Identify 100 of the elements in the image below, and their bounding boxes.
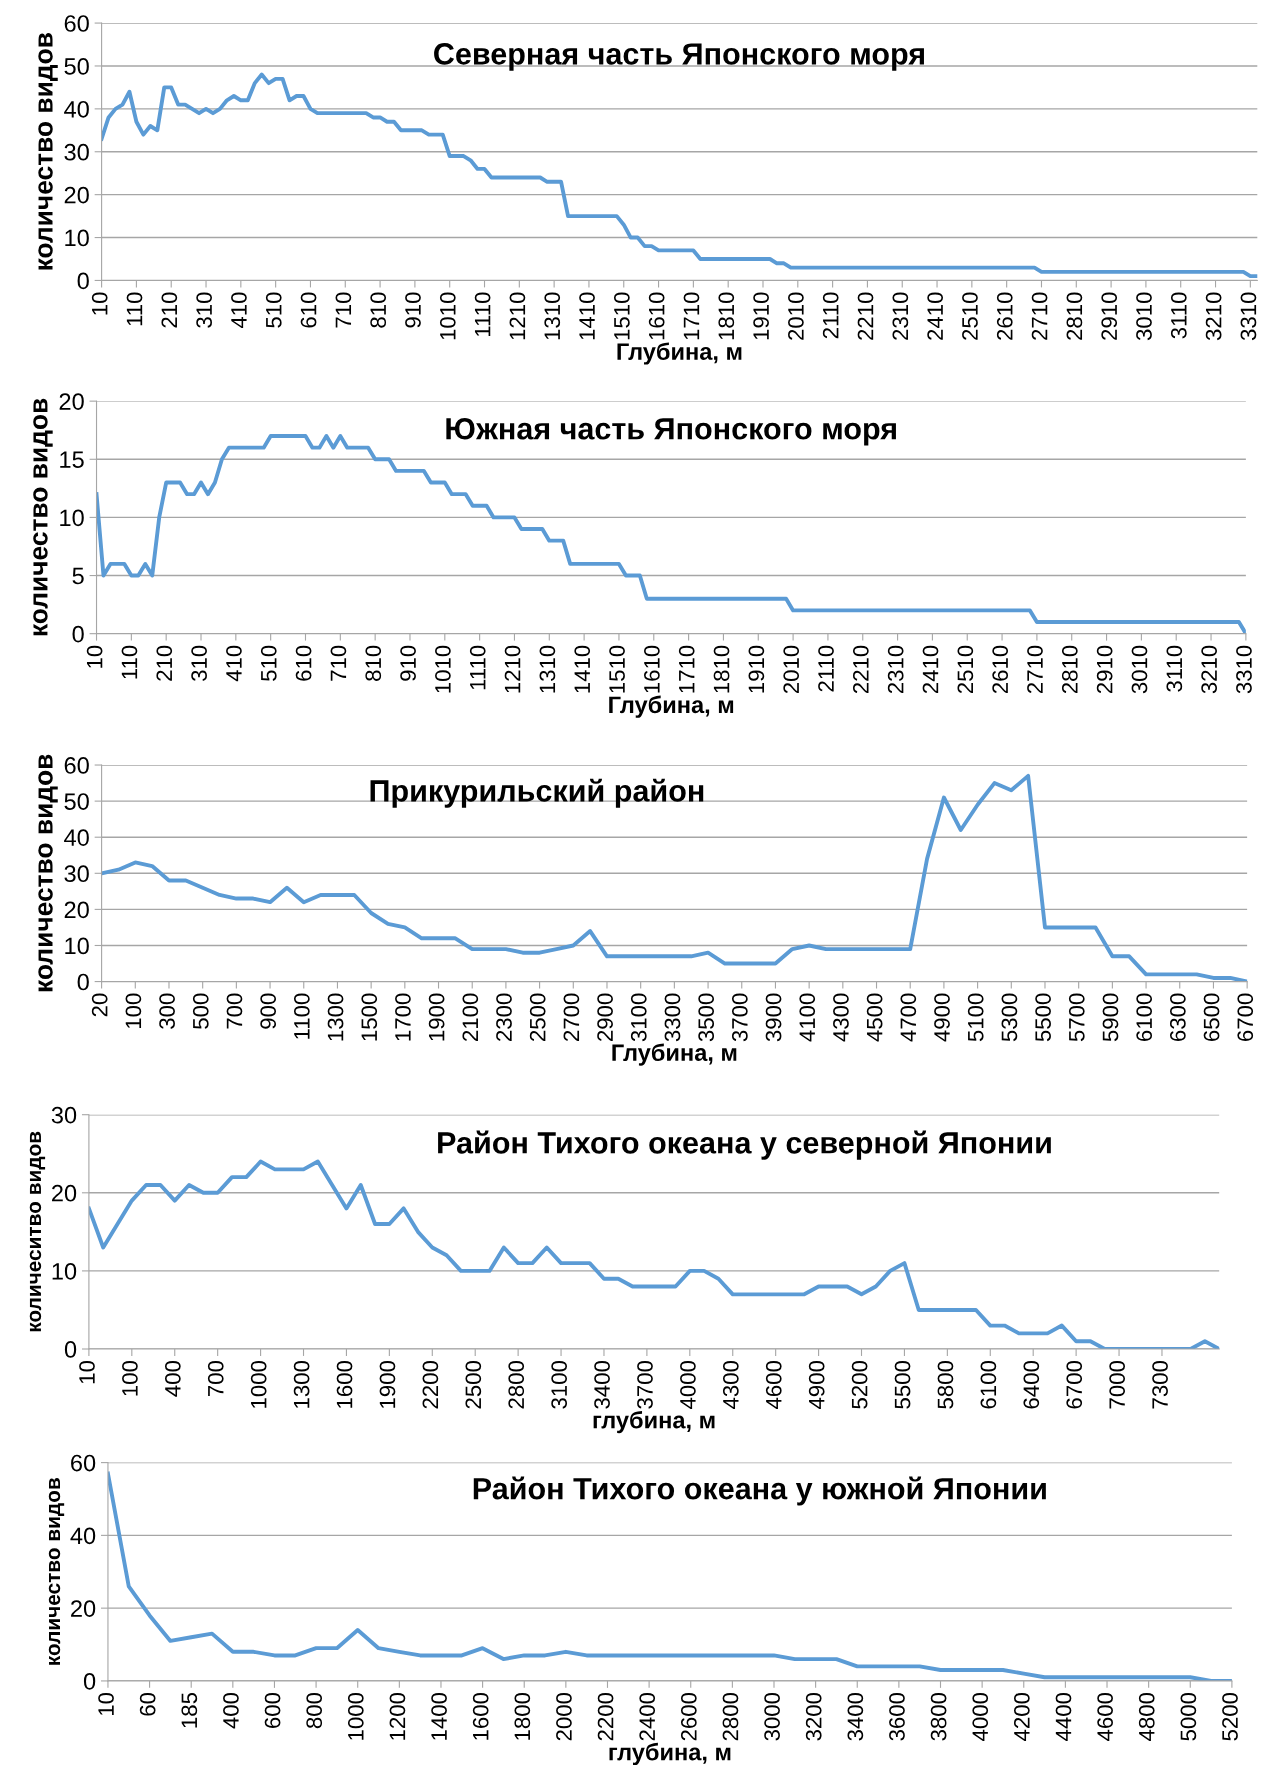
- x-tick-label: 700: [226, 993, 243, 1029]
- x-tick-label: 2100: [462, 993, 479, 1041]
- text: Южная часть Японского моря: [446, 417, 896, 446]
- x-tick-label: 2300: [496, 993, 512, 1041]
- x-tick-label: 4900: [808, 1360, 825, 1410]
- y-tick-label: 20: [59, 393, 84, 410]
- x-tick-label: 2500: [529, 993, 546, 1041]
- x-tick-label: 1010: [439, 292, 456, 340]
- x-tick-label: 4000: [972, 1692, 989, 1741]
- x-tick-label: 1510: [613, 292, 630, 340]
- x-tick-label: 4600: [1097, 1692, 1113, 1741]
- x-tick-label: 1900: [428, 993, 445, 1041]
- x-tick-label: 710: [335, 292, 352, 328]
- x-tick-label: 1500: [361, 993, 378, 1041]
- x-tick-label: 2800: [508, 1360, 525, 1409]
- x-tick-label: 2910: [1101, 292, 1118, 340]
- x-tick-label: 1510: [609, 645, 625, 693]
- x-tick-label: 6700: [1066, 1360, 1083, 1409]
- x-tick-label: 610: [295, 645, 312, 681]
- x-tick-label: 4100: [799, 993, 816, 1042]
- x-tick-label: 1200: [389, 1692, 406, 1740]
- x-tick-label: 3700: [637, 1360, 653, 1409]
- x-tick-label: 5800: [937, 1360, 954, 1409]
- x-tick-label: 2110: [818, 645, 834, 692]
- x-tick-label: 2510: [957, 645, 974, 694]
- x-tick-label: 4000: [680, 1360, 696, 1410]
- x-tick-label: 2600: [680, 1692, 697, 1741]
- x-tick-label: 2200: [422, 1360, 439, 1409]
- x-tick-label: 1100: [293, 993, 310, 1039]
- x-tick-label: 1110: [474, 292, 491, 337]
- x-tick-label: 300: [159, 993, 175, 1029]
- y-tick-label: 0: [64, 1341, 77, 1358]
- x-tick-label: 2310: [892, 292, 909, 340]
- x-tick-label: 1410: [579, 292, 595, 340]
- x-tick-label: 210: [156, 645, 173, 681]
- x-tick-label: 1310: [539, 645, 556, 693]
- x-tick-label: 310: [191, 645, 207, 682]
- y-tick-label: 20: [64, 901, 89, 919]
- x-tick-label: 5900: [1102, 993, 1119, 1042]
- x-tick-label: 3000: [764, 1692, 780, 1741]
- x-tick-label: 5700: [1068, 993, 1085, 1042]
- x-tick-label: 400: [223, 1692, 239, 1729]
- x-tick-label: 2010: [788, 292, 804, 340]
- x-tick-label: 2810: [1066, 292, 1083, 340]
- x-tick-label: 2210: [857, 292, 874, 340]
- x-tick-label: 310: [196, 292, 212, 328]
- x-tick-label: 1910: [748, 645, 765, 693]
- x-tick-label: 1410: [574, 645, 591, 693]
- x-tick-label: 5200: [1222, 1692, 1238, 1741]
- x-tick-label: 800: [306, 1692, 323, 1729]
- x-tick-label: 1610: [644, 645, 660, 693]
- x-tick-label: 5200: [851, 1360, 868, 1409]
- x-tick-label: 3310: [1240, 292, 1257, 341]
- x-tick-label: 2900: [597, 993, 613, 1041]
- y-axis-title: количество видов: [48, 1478, 65, 1665]
- x-tick-label: 1800: [514, 1692, 531, 1740]
- x-tick-label: 2210: [852, 645, 869, 694]
- x-tick-label: 400: [164, 1360, 181, 1397]
- x-tick-label: 1010: [435, 645, 451, 693]
- x-tick-label: 1600: [336, 1360, 353, 1408]
- x-tick-label: 2910: [1096, 645, 1113, 694]
- x-tick-label: 710: [330, 645, 347, 681]
- x-tick-label: 3110: [1170, 292, 1187, 339]
- x-tick-label: 2610: [992, 645, 1009, 694]
- x-tick-label: 410: [226, 645, 242, 682]
- x-tick-label: 2410: [922, 645, 939, 694]
- x-tick-label: 3200: [805, 1692, 822, 1741]
- y-tick-label: 0: [77, 272, 89, 290]
- y-tick-label: 30: [64, 143, 89, 161]
- x-tick-label: 10: [98, 1692, 114, 1716]
- x-tick-label: 2810: [1061, 645, 1078, 694]
- x-tick-label: 3600: [889, 1692, 905, 1741]
- y-tick-label: 20: [64, 186, 89, 204]
- x-tick-label: 3100: [551, 1360, 568, 1409]
- x-tick-label: 100: [122, 1360, 138, 1396]
- y-tick-label: 20: [52, 1184, 77, 1202]
- x-tick-label: 1700: [395, 993, 411, 1041]
- x-tick-label: 6100: [980, 1360, 997, 1409]
- x-tick-label: 3400: [847, 1692, 864, 1741]
- x-tick-label: 4300: [833, 993, 849, 1042]
- x-tick-label: 4500: [866, 993, 883, 1042]
- x-tick-label: 2500: [465, 1360, 482, 1409]
- x-tick-label: 110: [121, 645, 138, 679]
- y-tick-label: 15: [60, 451, 84, 469]
- x-tick-label: 3100: [630, 993, 647, 1042]
- x-tick-label: 2800: [722, 1692, 739, 1741]
- x-tick-label: 2200: [597, 1692, 614, 1741]
- x-tick-label: 100: [125, 993, 142, 1029]
- x-tick-label: 5500: [1035, 993, 1051, 1042]
- x-tick-label: 2310: [887, 645, 904, 694]
- y-tick-label: 20: [71, 1600, 96, 1617]
- x-tick-label: 3010: [1131, 645, 1148, 694]
- x-tick-label: 3110: [1166, 645, 1183, 692]
- y-tick-label: 10: [65, 229, 89, 247]
- x-tick-label: 600: [264, 1692, 281, 1728]
- x-tick-label: 6500: [1203, 993, 1220, 1041]
- x-tick-label: 610: [300, 292, 317, 328]
- x-tick-label: 2700: [563, 993, 580, 1041]
- x-tick-label: 6700: [1237, 993, 1254, 1041]
- y-tick-label: 30: [64, 865, 89, 883]
